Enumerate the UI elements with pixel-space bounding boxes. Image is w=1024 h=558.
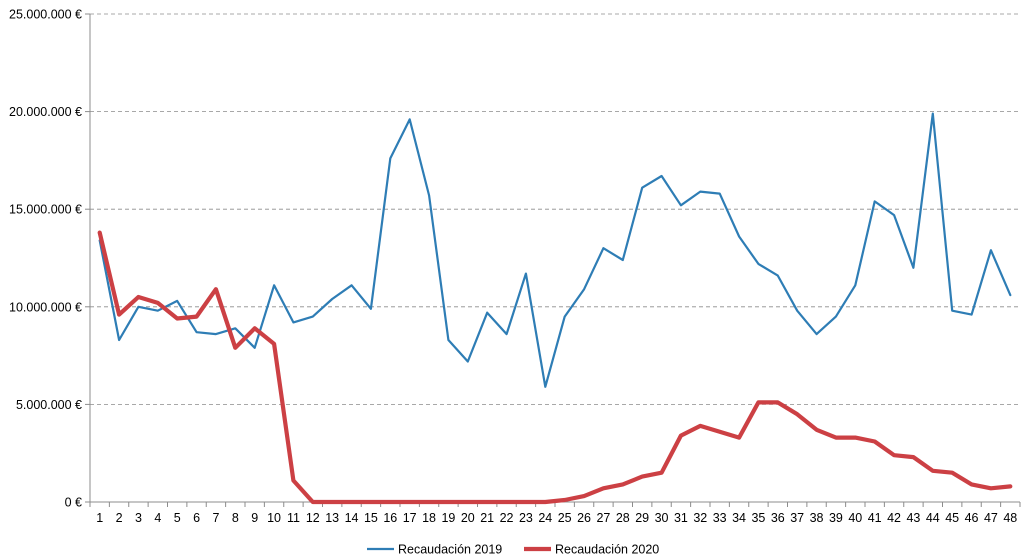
x-tick-label: 34 (732, 511, 746, 525)
x-tick-label: 4 (154, 511, 161, 525)
x-tick-label: 31 (674, 511, 688, 525)
axes (85, 13, 1021, 507)
grid-lines (90, 13, 1020, 405)
x-tick-label: 6 (193, 511, 200, 525)
legend: Recaudación 2019 Recaudación 2020 (367, 543, 659, 557)
x-tick-label: 18 (422, 511, 436, 525)
x-tick-label: 20 (461, 511, 475, 525)
x-tick-label: 43 (906, 511, 920, 525)
x-axis-tick-labels: 1 2 3 4 5 6 7 8 9 10 11 12 13 14 15 16 17 18 19 20 21 22 23 24 2… (96, 511, 1017, 525)
x-tick-label: 7 (212, 511, 219, 525)
x-tick-label: 22 (500, 511, 514, 525)
y-axis-tick-labels: 0 € 5.000.000 € 10.000.000 € 15.000.000 € 20… (9, 8, 82, 510)
series-lines (97, 112, 1013, 505)
x-tick-label: 13 (325, 511, 339, 525)
x-tick-label: 8 (232, 511, 239, 525)
y-tick-label: 25.000.000 € (9, 8, 82, 22)
x-tick-label: 25 (558, 511, 572, 525)
y-tick-label: 10.000.000 € (9, 300, 82, 314)
x-tick-label: 47 (984, 511, 998, 525)
x-tick-label: 30 (655, 511, 669, 525)
x-tick-label: 29 (635, 511, 649, 525)
x-tick-label: 36 (771, 511, 785, 525)
x-tick-label: 19 (441, 511, 455, 525)
x-tick-label: 27 (596, 511, 610, 525)
x-tick-label: 33 (713, 511, 727, 525)
series-line-1 (98, 112, 1012, 388)
x-tick-label: 41 (868, 511, 882, 525)
x-tick-label: 3 (135, 511, 142, 525)
x-tick-label: 46 (965, 511, 979, 525)
x-tick-label: 12 (306, 511, 320, 525)
series-line-2 (97, 230, 1013, 505)
x-tick-label: 23 (519, 511, 533, 525)
x-tick-label: 24 (538, 511, 552, 525)
x-tick-label: 37 (790, 511, 804, 525)
x-tick-label: 39 (829, 511, 843, 525)
legend-label-1: Recaudación 2019 (398, 543, 502, 557)
x-tick-label: 28 (616, 511, 630, 525)
x-tick-label: 44 (926, 511, 940, 525)
x-tick-label: 48 (1003, 511, 1017, 525)
y-tick-label: 20.000.000 € (9, 105, 82, 119)
x-tick-label: 9 (251, 511, 258, 525)
x-tick-label: 17 (403, 511, 417, 525)
x-tick-label: 32 (693, 511, 707, 525)
x-tick-label: 5 (174, 511, 181, 525)
legend-label-2: Recaudación 2020 (555, 543, 659, 557)
x-tick-label: 38 (810, 511, 824, 525)
x-tick-label: 26 (577, 511, 591, 525)
x-tick-label: 14 (345, 511, 359, 525)
y-tick-label: 15.000.000 € (9, 203, 82, 217)
x-tick-label: 40 (848, 511, 862, 525)
x-tick-label: 21 (480, 511, 494, 525)
x-tick-label: 15 (364, 511, 378, 525)
y-tick-label: 5.000.000 € (16, 398, 82, 412)
x-tick-label: 16 (383, 511, 397, 525)
x-tick-label: 45 (945, 511, 959, 525)
y-tick-label: 0 € (65, 496, 82, 510)
x-tick-label: 35 (751, 511, 765, 525)
x-tick-label: 2 (116, 511, 123, 525)
x-tick-label: 10 (267, 511, 281, 525)
x-tick-label: 1 (96, 511, 103, 525)
x-tick-label: 11 (287, 511, 300, 525)
x-tick-label: 42 (887, 511, 901, 525)
